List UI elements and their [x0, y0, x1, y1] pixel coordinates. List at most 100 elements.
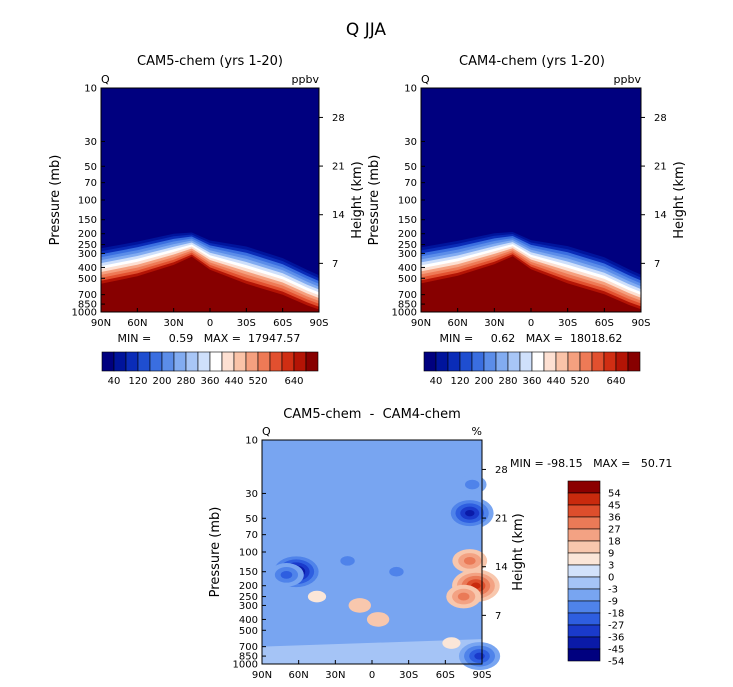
colorbar-label: -54	[608, 657, 624, 668]
colorbar-cell	[567, 528, 601, 542]
x-tick-label: 90N	[252, 670, 272, 681]
y-tick-label: 400	[398, 263, 417, 274]
colorbar-cell	[567, 588, 601, 602]
contour-feature	[340, 556, 355, 566]
y-tick-label: 10	[245, 436, 258, 447]
colorbar-label: 440	[224, 376, 243, 387]
panel-title: CAM5-chem - CAM4-chem	[283, 407, 461, 422]
panel-difference: CAM5-chem - CAM4-chem Q % 90N 60N 30N 0 30S 6…	[208, 407, 672, 681]
y-tick-label: 850	[78, 300, 97, 311]
x-tick-label: 90S	[631, 318, 650, 329]
colorbar-cell	[567, 624, 601, 638]
colorbar-cell	[567, 636, 601, 650]
colorbar-cell	[567, 552, 601, 566]
contour-feature	[307, 590, 327, 603]
y-tick-label: 30	[404, 137, 417, 148]
colorbar-cell	[221, 351, 235, 372]
colorbar-label: 280	[176, 376, 195, 387]
y-tick-label: 250	[398, 240, 417, 251]
contour-feature	[465, 479, 480, 490]
y-axis-label: Pressure (mb)	[208, 507, 223, 598]
height-tick-label: 21	[654, 162, 667, 173]
colorbar-cell	[423, 351, 437, 372]
colorbar-cell	[555, 351, 569, 372]
colorbar-label: 520	[570, 376, 589, 387]
y-tick-label: 850	[398, 300, 417, 311]
x-tick-label: 0	[528, 318, 534, 329]
x-tick-label: 60S	[273, 318, 292, 329]
height-tick-label: 21	[332, 162, 345, 173]
height-tick-label: 14	[332, 210, 345, 221]
y-tick-label: 250	[78, 240, 97, 251]
colorbar-cell	[543, 351, 557, 372]
x-tick-label: 30N	[164, 318, 184, 329]
y-tick-label: 300	[239, 601, 258, 612]
units-label: ppbv	[292, 73, 320, 86]
x-tick-label: 90N	[91, 318, 111, 329]
colorbar-cell	[567, 648, 601, 662]
colorbar-label: 18	[608, 537, 621, 548]
y-tick-label: 250	[239, 592, 258, 603]
y-tick-label: 500	[78, 274, 97, 285]
contour-feature	[366, 612, 390, 627]
x-ticks: 90N 60N 30N 0 30S 60S 90S	[252, 660, 492, 681]
colorbar-cell	[197, 351, 211, 372]
height-tick-label: 14	[495, 562, 508, 573]
y-tick-label: 70	[84, 178, 97, 189]
contour-band	[421, 256, 641, 312]
colorbar-label: 200	[474, 376, 493, 387]
colorbar-cell	[173, 351, 187, 372]
height-tick-label: 7	[654, 259, 660, 270]
contour-feature	[348, 598, 371, 613]
colorbar-label: -45	[608, 645, 624, 656]
min-max-stats: MIN = -98.15 MAX = 50.71	[510, 457, 672, 470]
colorbar-cell	[137, 351, 151, 372]
y2-axis-label: Height (km)	[350, 161, 365, 238]
colorbar-label: 45	[608, 501, 621, 512]
colorbar-cell	[519, 351, 533, 372]
colorbar-cell	[591, 351, 605, 372]
colorbar-cell	[305, 351, 319, 372]
y-tick-label: 1000	[392, 308, 417, 319]
y-tick-label: 30	[84, 137, 97, 148]
figure-title: Q JJA	[346, 20, 387, 40]
y-tick-label: 30	[245, 489, 258, 500]
colorbar-label: 360	[522, 376, 541, 387]
y-tick-label: 500	[239, 626, 258, 637]
background-level	[262, 440, 482, 664]
colorbar-label: -3	[608, 585, 618, 596]
y2-axis-label: Height (km)	[672, 161, 687, 238]
y-tick-label: 1000	[72, 308, 97, 319]
colorbar-cell	[495, 351, 509, 372]
height-tick-label: 21	[495, 514, 508, 525]
y-tick-label: 70	[404, 178, 417, 189]
colorbar-cell	[471, 351, 485, 372]
y-tick-label: 50	[84, 162, 97, 173]
contour-feature	[463, 556, 476, 565]
colorbar-cell	[245, 351, 259, 372]
colorbar-cell	[603, 351, 617, 372]
colorbar-cell	[459, 351, 473, 372]
colorbar-cell	[149, 351, 163, 372]
y-tick-label: 300	[398, 249, 417, 260]
colorbar-cell	[579, 351, 593, 372]
colorbar-cell	[567, 540, 601, 554]
colorbar-label: 360	[200, 376, 219, 387]
colorbar-cell	[435, 351, 449, 372]
colorbar-label: 9	[608, 549, 614, 560]
y-tick-label: 700	[398, 290, 417, 301]
y-tick-label: 700	[78, 290, 97, 301]
variable-label: Q	[262, 425, 271, 438]
x-tick-label: 90S	[309, 318, 328, 329]
colorbar-cell	[125, 351, 139, 372]
colorbar-label: -9	[608, 597, 618, 608]
y-tick-label: 100	[78, 196, 97, 207]
colorbar-cell	[567, 516, 601, 530]
colorbar-cell	[483, 351, 497, 372]
height-tick-label: 7	[495, 611, 501, 622]
contour-feature	[474, 652, 485, 660]
height-tick-label: 14	[654, 210, 667, 221]
